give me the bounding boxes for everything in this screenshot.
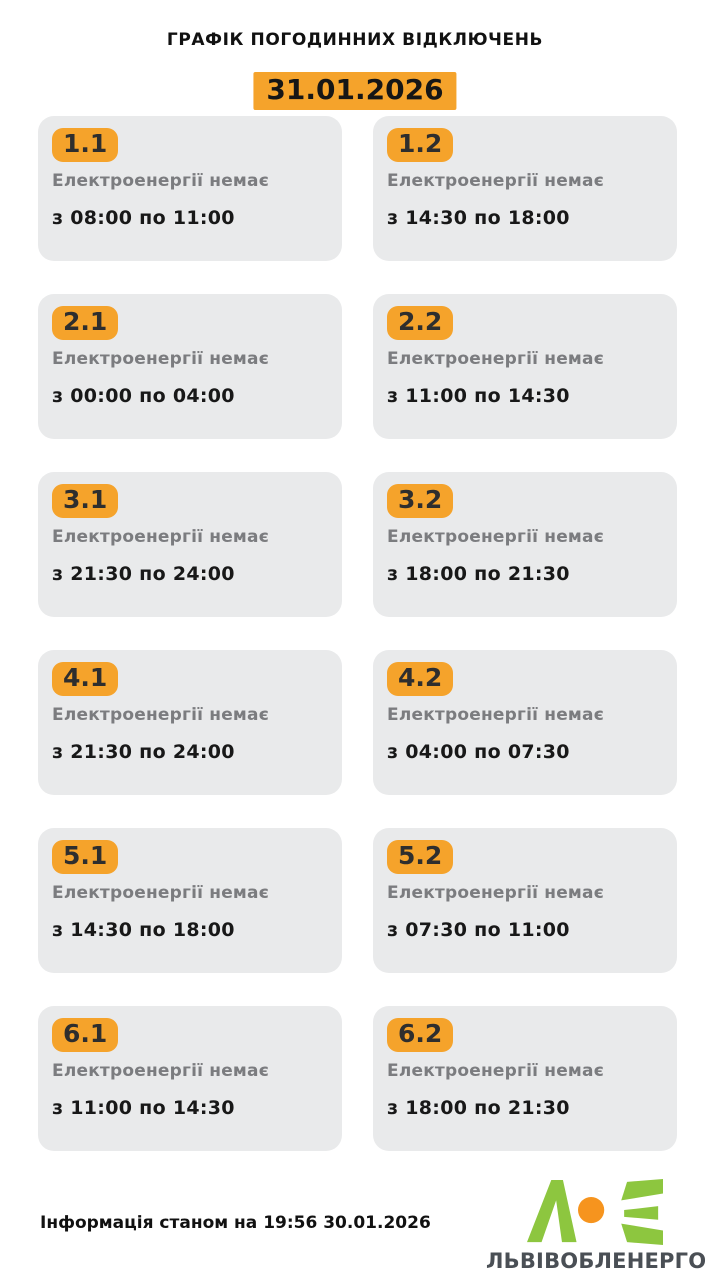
group-badge: 6.1 xyxy=(52,1018,119,1052)
outage-card: 2.2 Електроенергії немає з 11:00 по 14:3… xyxy=(373,294,677,439)
group-badge: 5.2 xyxy=(387,840,454,874)
outage-card: 3.2 Електроенергії немає з 18:00 по 21:3… xyxy=(373,472,677,617)
footer-info: Інформація станом на 19:56 30.01.2026 xyxy=(40,1213,431,1233)
outage-status-label: Електроенергії немає xyxy=(387,1061,604,1081)
group-badge: 4.1 xyxy=(52,662,119,696)
group-badge: 2.1 xyxy=(52,306,119,340)
outage-status-label: Електроенергії немає xyxy=(52,705,269,725)
outage-period: з 18:00 по 21:30 xyxy=(387,563,570,585)
outage-card: 2.1 Електроенергії немає з 00:00 по 04:0… xyxy=(38,294,342,439)
company-logo: ЛЬВІВОБЛЕНЕРГО xyxy=(486,1178,707,1273)
outage-grid: 1.1 Електроенергії немає з 08:00 по 11:0… xyxy=(38,116,677,1151)
outage-period: з 14:30 по 18:00 xyxy=(387,207,570,229)
outage-card: 3.1 Електроенергії немає з 21:30 по 24:0… xyxy=(38,472,342,617)
outage-card: 1.2 Електроенергії немає з 14:30 по 18:0… xyxy=(373,116,677,261)
logo-text: ЛЬВІВОБЛЕНЕРГО xyxy=(486,1249,707,1273)
outage-period: з 21:30 по 24:00 xyxy=(52,563,235,585)
outage-card: 4.2 Електроенергії немає з 04:00 по 07:3… xyxy=(373,650,677,795)
group-badge: 2.2 xyxy=(387,306,454,340)
outage-period: з 21:30 по 24:00 xyxy=(52,741,235,763)
group-badge: 1.2 xyxy=(387,128,454,162)
outage-status-label: Електроенергії немає xyxy=(387,349,604,369)
outage-card: 6.2 Електроенергії немає з 18:00 по 21:3… xyxy=(373,1006,677,1151)
outage-card: 6.1 Електроенергії немає з 11:00 по 14:3… xyxy=(38,1006,342,1151)
outage-card: 1.1 Електроенергії немає з 08:00 по 11:0… xyxy=(38,116,342,261)
group-badge: 3.2 xyxy=(387,484,454,518)
outage-period: з 14:30 по 18:00 xyxy=(52,919,235,941)
group-badge: 4.2 xyxy=(387,662,454,696)
group-badge: 6.2 xyxy=(387,1018,454,1052)
outage-period: з 08:00 по 11:00 xyxy=(52,207,235,229)
outage-status-label: Електроенергії немає xyxy=(52,171,269,191)
outage-period: з 07:30 по 11:00 xyxy=(387,919,570,941)
group-badge: 5.1 xyxy=(52,840,119,874)
outage-status-label: Електроенергії немає xyxy=(387,705,604,725)
outage-card: 4.1 Електроенергії немає з 21:30 по 24:0… xyxy=(38,650,342,795)
outage-period: з 18:00 по 21:30 xyxy=(387,1097,570,1119)
lvivoblenergo-logo-icon xyxy=(527,1178,663,1246)
outage-period: з 00:00 по 04:00 xyxy=(52,385,235,407)
group-badge: 1.1 xyxy=(52,128,119,162)
outage-status-label: Електроенергії немає xyxy=(52,883,269,903)
outage-status-label: Електроенергії немає xyxy=(52,1061,269,1081)
group-badge: 3.1 xyxy=(52,484,119,518)
outage-status-label: Електроенергії немає xyxy=(52,349,269,369)
outage-period: з 11:00 по 14:30 xyxy=(387,385,570,407)
outage-period: з 04:00 по 07:30 xyxy=(387,741,570,763)
outage-status-label: Електроенергії немає xyxy=(52,527,269,547)
outage-status-label: Електроенергії немає xyxy=(387,883,604,903)
outage-status-label: Електроенергії немає xyxy=(387,527,604,547)
outage-card: 5.2 Електроенергії немає з 07:30 по 11:0… xyxy=(373,828,677,973)
outage-card: 5.1 Електроенергії немає з 14:30 по 18:0… xyxy=(38,828,342,973)
date-badge: 31.01.2026 xyxy=(253,72,457,110)
outage-status-label: Електроенергії немає xyxy=(387,171,604,191)
page-title: ГРАФІК ПОГОДИННИХ ВІДКЛЮЧЕНЬ xyxy=(166,30,544,50)
outage-period: з 11:00 по 14:30 xyxy=(52,1097,235,1119)
